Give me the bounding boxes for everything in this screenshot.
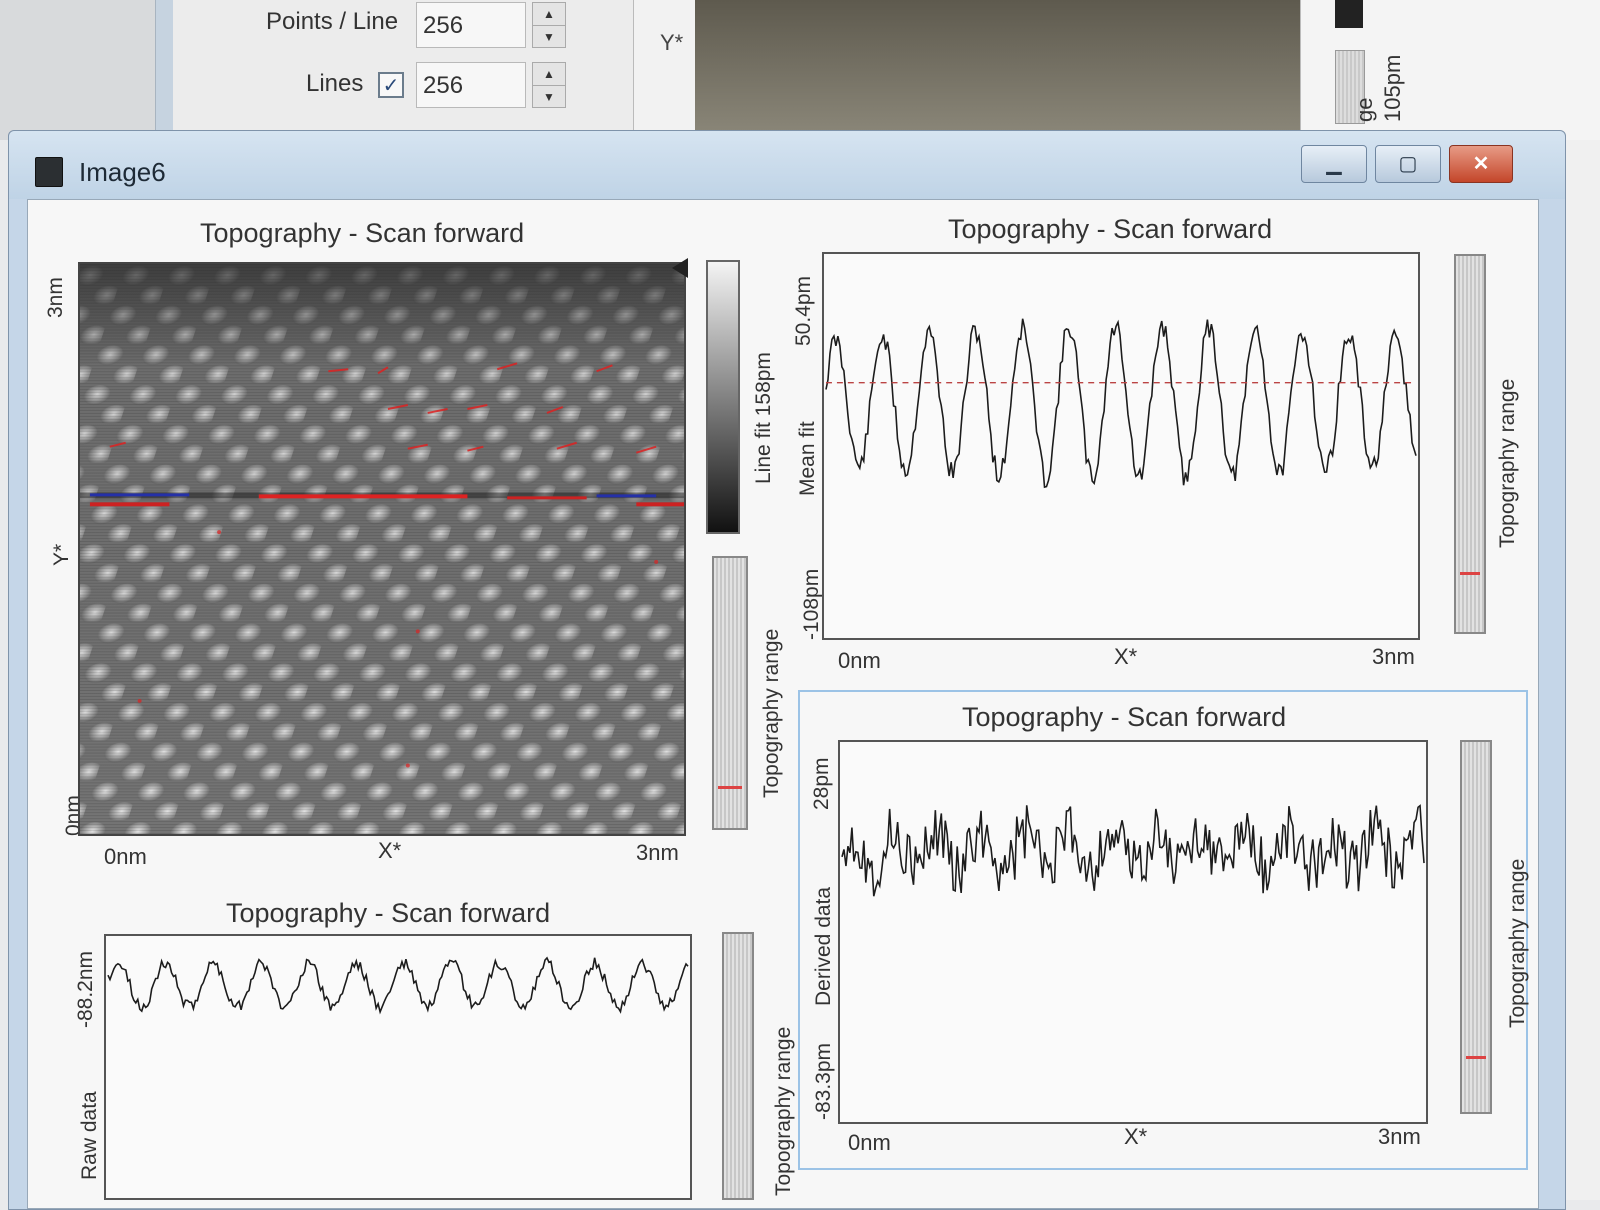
window-titlebar[interactable]: Image6 ▁ ▢ ✕ <box>9 131 1565 199</box>
raw-data-range-label: Topography range <box>772 1026 795 1196</box>
raw-data-trace <box>107 956 689 1015</box>
selected-panel-outline <box>798 690 1528 1170</box>
image-range-label: Topography range <box>760 628 783 798</box>
image-x-left-label: 0nm <box>104 844 147 869</box>
points-per-line-spinner[interactable]: ▲ ▼ <box>532 2 566 48</box>
spin-down-icon[interactable]: ▼ <box>543 90 555 104</box>
raw-data-plot[interactable] <box>104 934 692 1200</box>
lines-checkbox[interactable]: ✓ <box>378 72 404 98</box>
line-profile-x-axis-label: X* <box>1114 644 1138 669</box>
image-y-axis-label: Y* <box>50 543 73 566</box>
background-right-window <box>1560 140 1600 1200</box>
minimize-button[interactable]: ▁ <box>1301 145 1367 183</box>
background-vertical-value: 105pm <box>1380 54 1405 122</box>
background-color-swatch <box>1335 0 1363 28</box>
raw-data-title: Topography - Scan forward <box>226 898 551 928</box>
points-per-line-label: Points / Line <box>266 8 399 35</box>
line-profile-x-left-label: 0nm <box>838 648 881 673</box>
derived-data-title: Topography - Scan forward <box>962 702 1287 732</box>
background-window-edge <box>155 0 174 140</box>
line-profile-y-bottom-label: -108pm <box>800 568 823 640</box>
line-profile-plot[interactable] <box>822 252 1420 640</box>
background-plot-edge <box>633 0 696 140</box>
derived-data-x-left-label: 0nm <box>848 1130 891 1155</box>
line-profile-trace <box>825 318 1417 489</box>
derived-data-range-label: Topography range <box>1506 858 1529 1028</box>
line-profile-y-axis-label: Mean fit <box>796 421 819 496</box>
background-area <box>0 0 155 140</box>
range-marker <box>718 786 742 789</box>
image-x-axis-label: X* <box>378 838 402 863</box>
background-vertical-label: ge <box>1352 97 1377 122</box>
maximize-button[interactable]: ▢ <box>1375 145 1441 183</box>
scan-position-marker-icon[interactable] <box>672 258 688 278</box>
lines-input[interactable]: 256 <box>416 62 526 108</box>
derived-data-x-right-label: 3nm <box>1378 1124 1421 1149</box>
line-profile-y-top-label: 50.4pm <box>792 275 815 346</box>
derived-data-trace <box>841 804 1425 897</box>
line-profile-range-label: Topography range <box>1496 378 1519 548</box>
line-profile-title: Topography - Scan forward <box>948 214 1273 244</box>
background-range-bar <box>1335 50 1365 124</box>
background-y-axis-label: Y* <box>660 30 684 55</box>
range-marker <box>1460 572 1480 575</box>
spin-up-icon[interactable]: ▲ <box>533 3 565 26</box>
derived-data-x-axis-label: X* <box>1124 1124 1148 1149</box>
background-dark-image <box>695 0 1300 140</box>
derived-data-y-axis-label: Derived data <box>812 886 835 1006</box>
line-profile-range-bar[interactable] <box>1454 254 1486 634</box>
range-marker <box>1466 1056 1486 1059</box>
raw-data-y-axis-label: Raw data <box>78 1091 101 1180</box>
raw-data-y-top-label: -88.2nm <box>74 950 97 1028</box>
image-range-bar[interactable] <box>712 556 748 830</box>
derived-data-plot[interactable] <box>838 740 1428 1124</box>
image-document-icon <box>35 157 63 187</box>
lines-spinner[interactable]: ▲ ▼ <box>532 62 566 108</box>
derived-data-y-bottom-label: -83.3pm <box>812 1042 835 1120</box>
colorbar-label: Line fit 158pm <box>752 352 775 484</box>
image-y-top-label: 3nm <box>44 277 67 318</box>
window-title: Image6 <box>79 157 166 187</box>
image-x-right-label: 3nm <box>636 840 679 865</box>
spin-down-icon[interactable]: ▼ <box>543 30 555 44</box>
derived-data-range-bar[interactable] <box>1460 740 1492 1114</box>
topography-scan-image[interactable] <box>78 262 686 836</box>
derived-data-y-top-label: 28pm <box>810 757 833 810</box>
topography-colorbar[interactable] <box>706 260 740 534</box>
raw-data-range-bar[interactable] <box>722 932 754 1200</box>
image-panel-title: Topography - Scan forward <box>200 218 525 248</box>
spin-up-icon[interactable]: ▲ <box>533 63 565 86</box>
close-button[interactable]: ✕ <box>1449 145 1513 183</box>
points-per-line-input[interactable]: 256 <box>416 2 526 48</box>
lines-label: Lines <box>306 70 364 97</box>
line-profile-x-right-label: 3nm <box>1372 644 1415 669</box>
